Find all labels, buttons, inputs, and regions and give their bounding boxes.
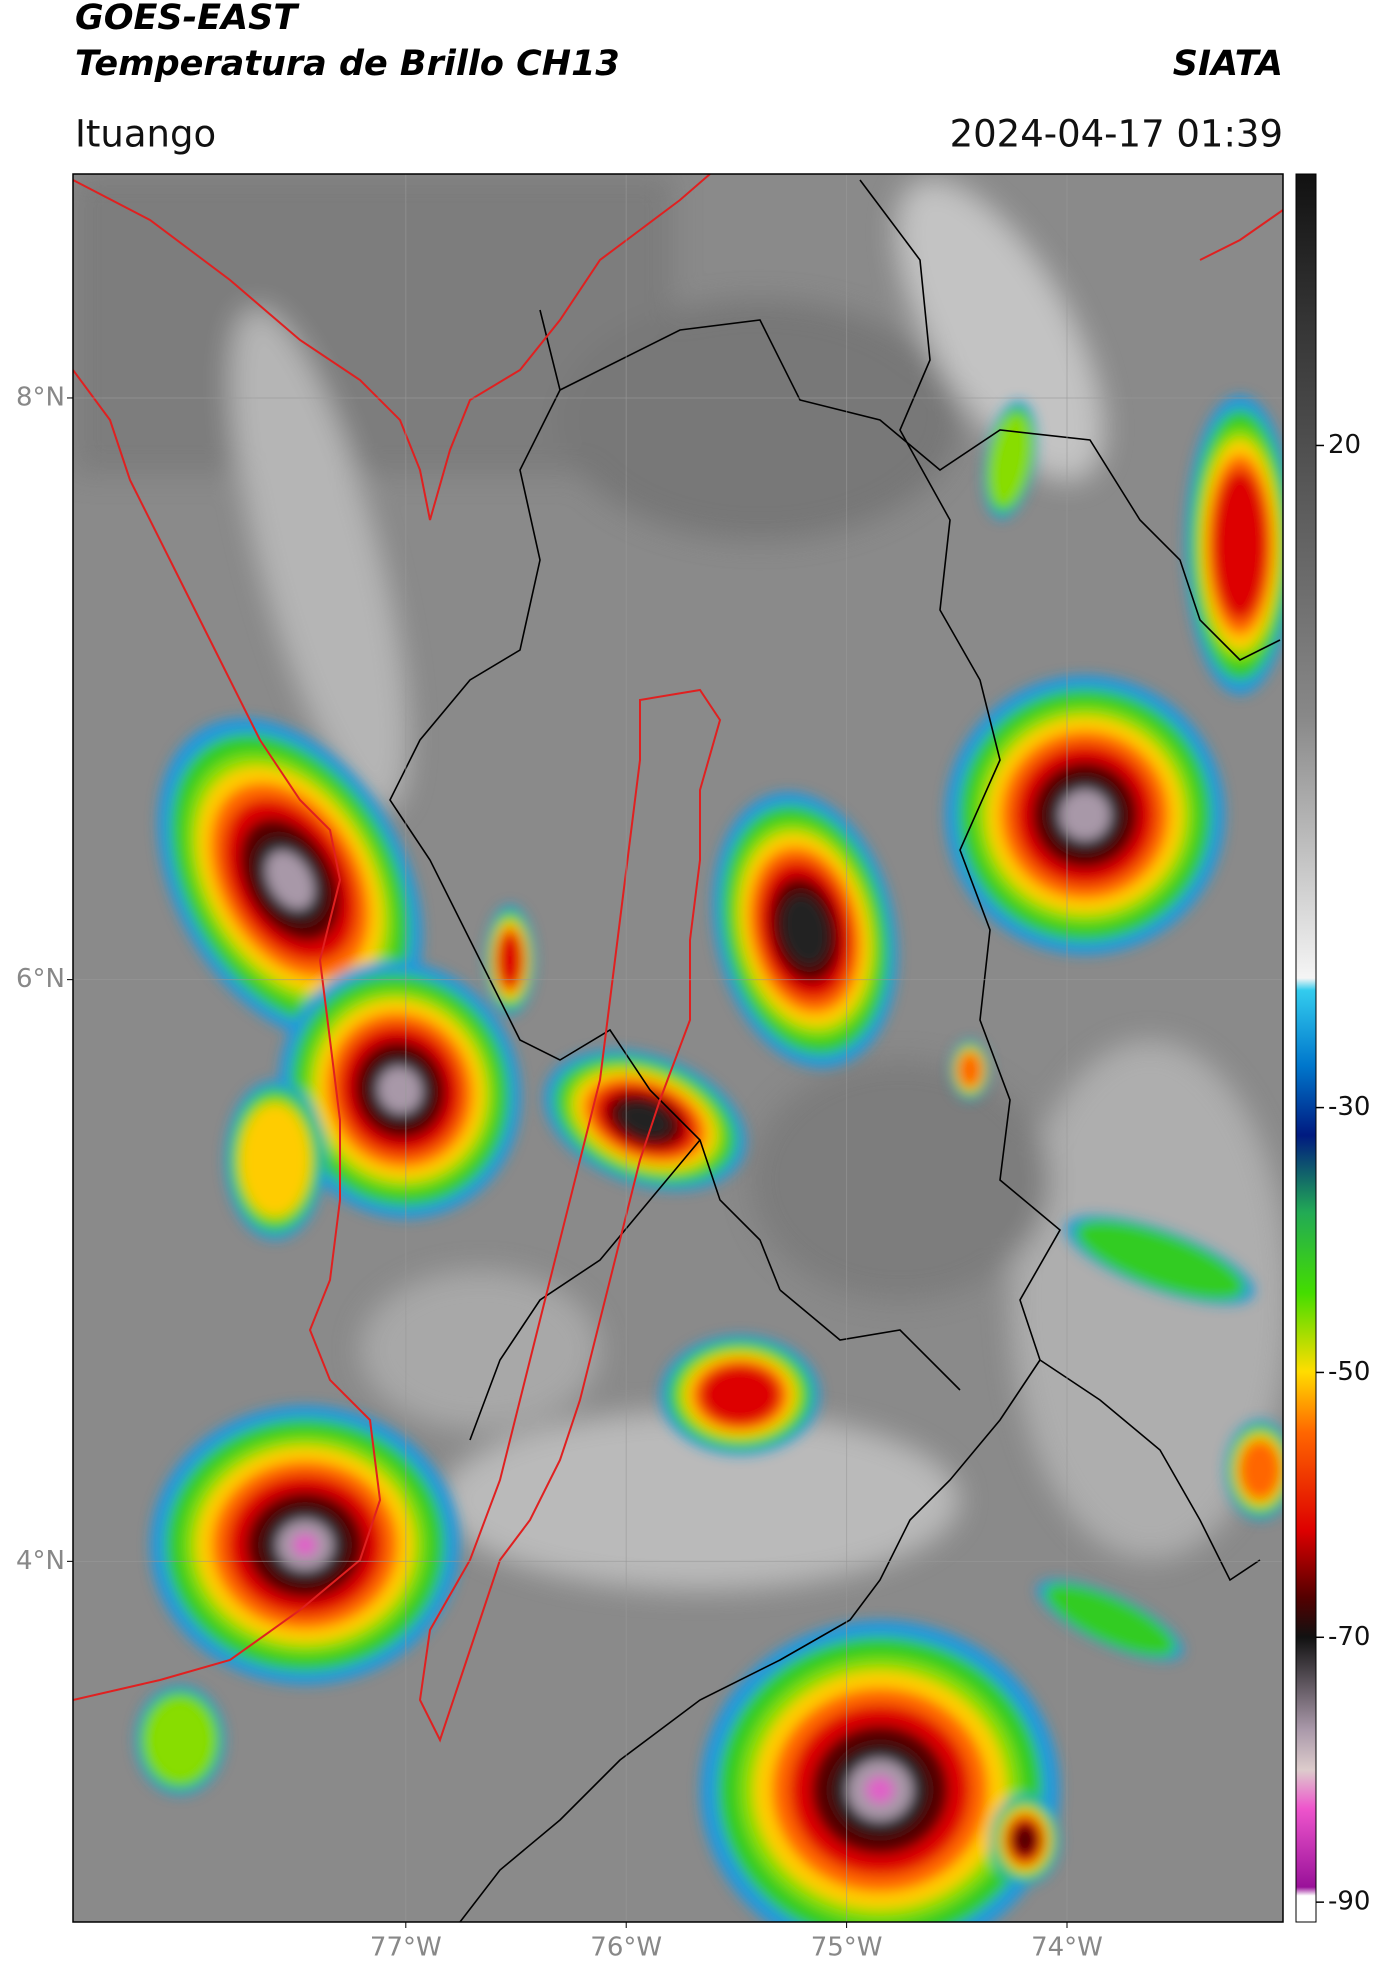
location: Ituango xyxy=(75,113,216,156)
storm-ring xyxy=(700,1365,780,1425)
storm-ring xyxy=(1044,1583,1176,1657)
storm-ring xyxy=(497,932,523,988)
storm-ring xyxy=(1212,470,1268,620)
colorbar-tick-label: 20 xyxy=(1328,430,1361,460)
storm-ring xyxy=(780,894,830,966)
storm-ring xyxy=(292,1533,318,1557)
storm-ring xyxy=(240,1104,310,1216)
x-tick-label: 74°W xyxy=(1031,1933,1103,1963)
colorbar xyxy=(1295,173,1317,1923)
storm-ring xyxy=(865,1776,895,1804)
x-tick-label: 75°W xyxy=(811,1933,883,1963)
colorbar-tick-label: -90 xyxy=(1328,1887,1370,1917)
colorbar-tick-label: -70 xyxy=(1328,1622,1370,1652)
graticule xyxy=(73,174,1283,1922)
satellite-image xyxy=(73,174,1283,1922)
coastline xyxy=(73,174,1283,1743)
map-frame xyxy=(72,173,1284,1923)
storm-cells xyxy=(135,395,1283,1922)
storm-ring xyxy=(618,1101,672,1139)
cloud-texture xyxy=(73,174,1283,1590)
y-tick-label: 4°N xyxy=(16,1546,65,1576)
source: SIATA xyxy=(1173,44,1283,84)
x-tick-label: 76°W xyxy=(590,1933,662,1963)
colorbar-tick-label: -50 xyxy=(1328,1357,1370,1387)
storm-ring xyxy=(1239,1440,1281,1500)
title: GOES-EAST xyxy=(75,0,300,38)
storm-ring xyxy=(378,1066,422,1114)
storm-ring xyxy=(958,1052,982,1088)
storm-ring xyxy=(144,1697,216,1783)
storm-ring xyxy=(989,413,1031,507)
colorbar-tick-label: -30 xyxy=(1328,1092,1370,1122)
storm-ring xyxy=(1011,1822,1039,1858)
boundaries xyxy=(389,179,1281,1922)
datetime: 2024-04-17 01:39 xyxy=(950,113,1283,156)
subtitle: Temperatura de Brillo CH13 xyxy=(75,44,620,84)
y-tick-label: 6°N xyxy=(16,964,65,994)
storm-ring xyxy=(1059,789,1111,841)
storm-ring xyxy=(1074,1220,1246,1300)
storm-ring xyxy=(266,850,314,910)
x-tick-label: 77°W xyxy=(370,1933,442,1963)
y-tick-label: 8°N xyxy=(16,382,65,412)
